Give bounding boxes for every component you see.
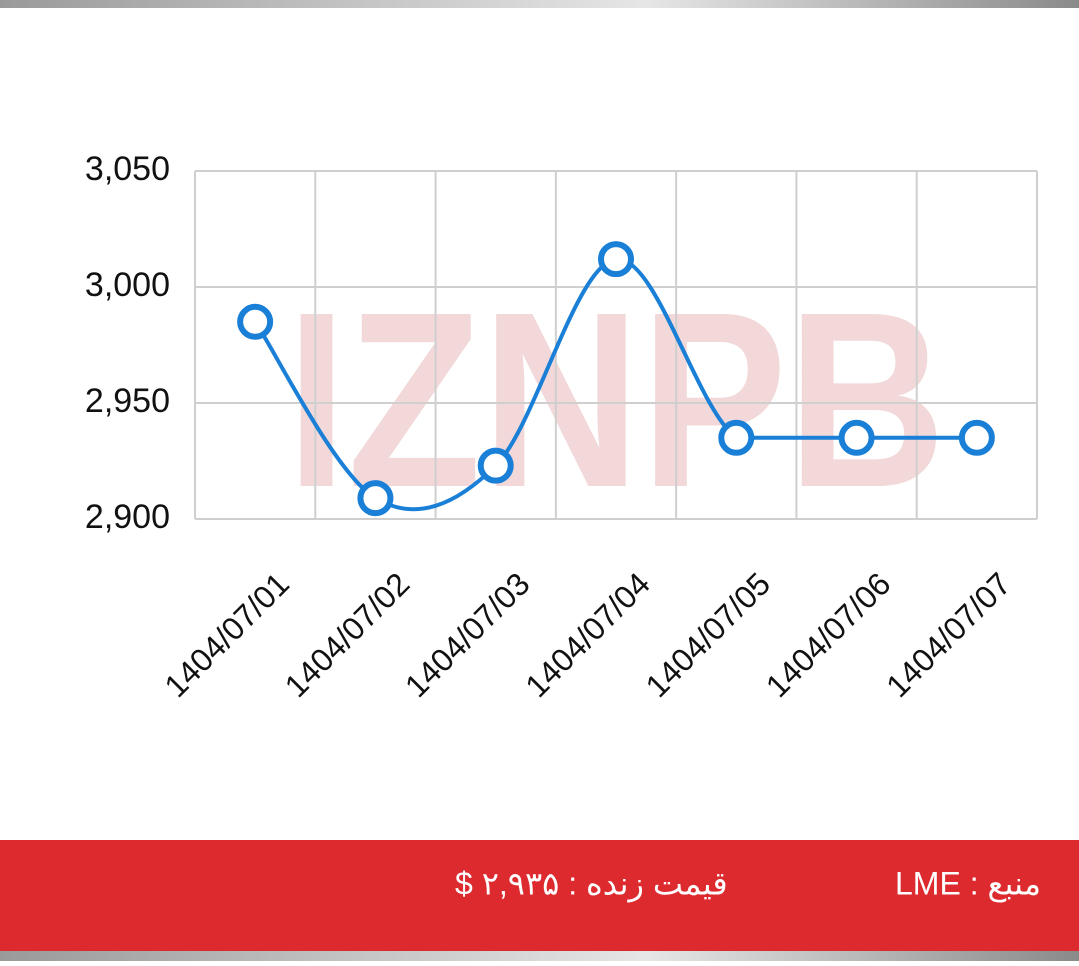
source: منبع : LME [895,865,1041,902]
y-tick-label: 3,000 [85,266,170,304]
y-tick-label: 3,050 [85,150,170,188]
y-tick-label: 2,900 [85,498,170,536]
live-price: قیمت زنده : ۲,۹۳۵ $ [455,865,728,902]
point [357,480,394,517]
point [718,419,755,456]
y-tick-label: 2,950 [85,382,170,420]
bottom-bar [0,951,1079,961]
footer-bar [0,840,1079,951]
top-bar [0,0,1079,8]
x-tick-label: 1404/07/03 [398,565,537,704]
x-tick-label: 1404/07/06 [759,565,898,704]
point [237,303,274,340]
point [838,419,875,456]
x-tick-label: 1404/07/07 [879,565,1018,704]
watermark: IZNPB [286,260,946,539]
x-tick-label: 1404/07/02 [278,565,417,704]
point [958,419,995,456]
x-tick-label: 1404/07/04 [518,565,657,704]
point [477,447,514,484]
x-tick-label: 1404/07/05 [639,565,778,704]
x-tick-label: 1404/07/01 [157,565,296,704]
point [598,241,634,278]
